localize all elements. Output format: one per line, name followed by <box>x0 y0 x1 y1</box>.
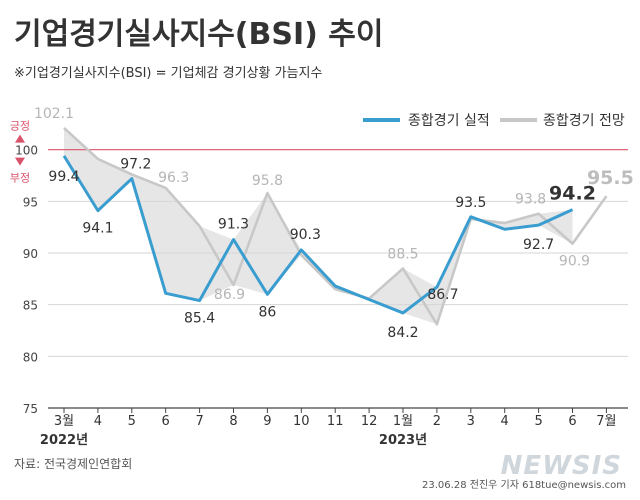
series-lines <box>62 127 608 326</box>
y-tick-label: 85 <box>23 299 38 313</box>
shade-area <box>64 127 573 325</box>
chart-subtitle: ※기업경기실사지수(BSI) = 기업체감 경기상황 가늠지수 <box>14 66 322 81</box>
legend: 종합경기 실적 종합경기 전망 <box>363 113 625 129</box>
x-tick-label: 4 <box>501 414 509 429</box>
x-tick-label: 4 <box>94 414 102 429</box>
y-axis: 75 80 85 90 95 100 <box>15 144 38 416</box>
data-label-actual: 84.2 <box>387 325 418 341</box>
series-line-actual <box>62 155 574 315</box>
data-label-actual: 94.1 <box>82 221 113 237</box>
data-label-actual: 94.2 <box>549 183 596 205</box>
data-label-actual: 99.4 <box>48 169 79 185</box>
x-tick-label: 3 <box>467 414 475 429</box>
x-tick-label: 12 <box>361 414 378 429</box>
x-tick-label: 11 <box>327 414 344 429</box>
data-label-forecast: 93.8 <box>515 192 546 208</box>
data-label-forecast: 95.5 <box>587 167 634 189</box>
data-label-forecast: 102.1 <box>34 106 74 122</box>
chart-title: 기업경기실사지수(BSI) 추이 <box>14 17 384 52</box>
x-tick-label: 6 <box>568 414 576 429</box>
x-axis: 3월 4 5 6 7 8 9 10 11 12 1월 2 3 4 5 6 7월 2022년 2023년 <box>40 407 628 448</box>
x-tick-label: 3월 <box>54 414 74 429</box>
arrow-down-icon <box>15 157 25 166</box>
label-positive: 긍정 <box>10 120 30 133</box>
data-label-forecast: 95.8 <box>252 173 283 189</box>
data-labels: 99.4 94.1 97.2 85.4 91.3 86 90.3 84.2 86.7 93.5 92… <box>34 106 634 341</box>
x-tick-label: 7월 <box>596 414 616 429</box>
x-tick-label: 6 <box>162 414 170 429</box>
data-label-actual: 91.3 <box>218 217 249 233</box>
data-label-actual: 90.3 <box>290 227 321 243</box>
x-tick-label: 8 <box>229 414 237 429</box>
y-tick-label: 95 <box>23 195 38 209</box>
source-note: 자료: 전국경제인연합회 <box>14 457 132 471</box>
arrow-up-icon <box>15 134 25 143</box>
data-label-forecast: 96.3 <box>158 170 189 186</box>
label-negative: 부정 <box>10 172 30 185</box>
data-label-actual: 97.2 <box>120 157 151 173</box>
data-label-forecast: 88.5 <box>387 247 418 263</box>
grid-lines <box>48 200 628 409</box>
x-tick-label: 1월 <box>393 414 413 429</box>
x-tick-label: 5 <box>128 414 136 429</box>
legend-label-actual: 종합경기 실적 <box>408 113 490 129</box>
series-line-forecast <box>63 127 608 326</box>
data-label-actual: 85.4 <box>184 311 215 327</box>
legend-label-forecast: 종합경기 전망 <box>543 113 625 129</box>
y-tick-label: 75 <box>23 402 38 416</box>
data-label-actual: 86.7 <box>427 287 458 303</box>
year-label: 2023년 <box>379 433 427 448</box>
x-tick-label: 9 <box>263 414 271 429</box>
y-tick-label: 90 <box>23 247 38 261</box>
year-label: 2022년 <box>40 433 88 448</box>
data-label-forecast: 86.9 <box>214 287 245 303</box>
x-tick-label: 10 <box>293 414 310 429</box>
x-tick-label: 5 <box>534 414 542 429</box>
data-label-actual: 93.5 <box>455 195 486 211</box>
newsis-watermark: NEWSIS <box>501 451 622 481</box>
data-label-actual: 92.7 <box>523 237 554 253</box>
credit-line: 23.06.28 전진우 기자 618tue@newsis.com <box>422 479 626 491</box>
forecast-gap-shade <box>64 127 573 325</box>
y-tick-label: 100 <box>15 144 38 158</box>
y-tick-label: 80 <box>23 350 38 364</box>
data-label-forecast: 90.9 <box>559 254 590 270</box>
x-tick-label: 7 <box>195 414 203 429</box>
data-label-actual: 86 <box>258 304 276 320</box>
x-tick-label: 2 <box>433 414 441 429</box>
